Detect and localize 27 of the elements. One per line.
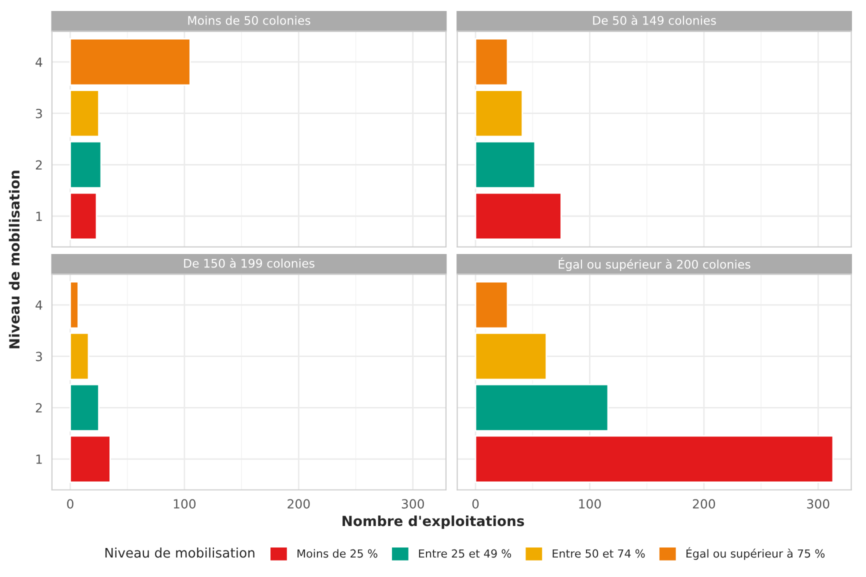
- x-tick-label: 100: [579, 499, 601, 509]
- y-axis-title: Niveau de mobilisation: [8, 170, 20, 348]
- chart-title: Égal ou supérieur à 200 colonies: [558, 258, 750, 272]
- x-tick-label: 200: [288, 499, 310, 509]
- y-tick-label: 2: [36, 160, 42, 170]
- legend-label: Égal ou supérieur à 75 %: [686, 547, 825, 560]
- chart-title: De 50 à 149 colonies: [593, 15, 716, 25]
- y-tick-label: 3: [36, 108, 42, 118]
- y-tick-label: 4: [36, 300, 42, 310]
- y-tick-label: 1: [36, 454, 42, 464]
- y-tick-label: 4: [36, 58, 42, 67]
- chart-title: Moins de 50 colonies: [188, 16, 310, 25]
- y-tick-label: 2: [36, 403, 42, 412]
- x-axis-title: Nombre d'exploitations: [342, 515, 524, 529]
- x-tick-label: 0: [67, 499, 74, 509]
- y-tick-label: 1: [36, 212, 42, 221]
- y-tick-label: 3: [36, 352, 42, 362]
- legend-title: Niveau de mobilisation: [105, 548, 254, 558]
- x-tick-label: 300: [807, 499, 830, 509]
- legend-label: Moins de 25 %: [298, 549, 378, 558]
- legend-label: Entre 50 et 74 %: [552, 549, 645, 558]
- x-tick-label: 100: [174, 499, 196, 509]
- chart-title: De 150 à 199 colonies: [184, 258, 314, 268]
- x-tick-label: 300: [402, 499, 424, 509]
- x-tick-label: 0: [472, 499, 479, 509]
- x-tick-label: 200: [692, 499, 716, 509]
- legend-label: Entre 25 et 49 %: [419, 549, 512, 558]
